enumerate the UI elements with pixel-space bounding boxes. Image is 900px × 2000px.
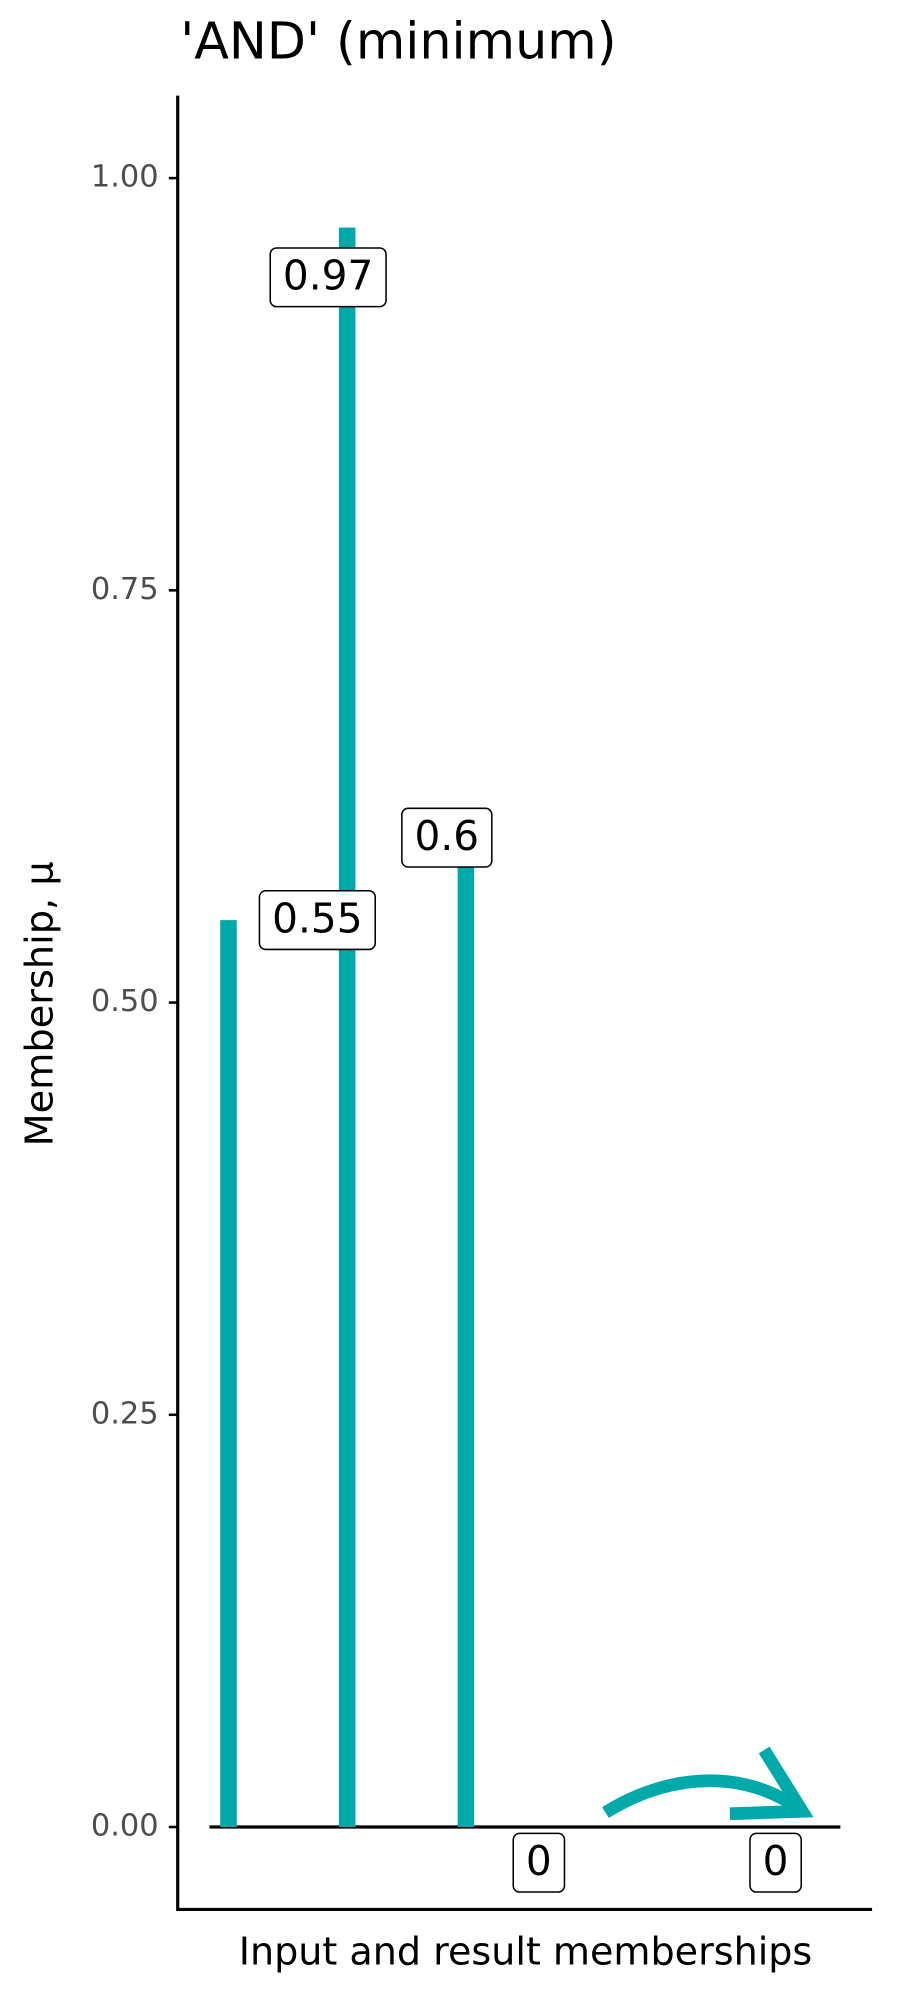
value-label-text: 0.6 [415, 812, 480, 860]
value-label-text: 0.97 [283, 252, 373, 300]
x-axis-label: Input and result memberships [239, 1931, 813, 1975]
value-label-box [512, 1832, 566, 1893]
y-axis-label: Membership, μ [18, 861, 62, 1146]
arrow-head [729, 1746, 814, 1821]
bar [220, 920, 237, 1827]
y-tick-label: 0.25 [91, 1396, 159, 1431]
value-label: 0.55 [258, 890, 377, 951]
y-tick-label: 1.00 [91, 160, 159, 195]
value-label-box [269, 247, 387, 308]
y-tick-label: 0.75 [91, 572, 159, 607]
value-label: 0 [512, 1832, 566, 1893]
y-tick-label: 0.00 [91, 1808, 159, 1843]
y-tick-label: 0.50 [91, 984, 159, 1019]
value-label-text: 0 [526, 1837, 552, 1885]
value-label-box [749, 1832, 802, 1893]
arrow-curve [602, 1774, 807, 1818]
bar [338, 227, 356, 1827]
arrow [602, 1746, 814, 1821]
chart-title: 'AND' (minimum) [180, 13, 616, 72]
value-label: 0.97 [269, 247, 387, 308]
value-label-text: 0 [763, 1837, 789, 1885]
value-label: 0.6 [401, 807, 493, 868]
bar [457, 837, 475, 1827]
value-label-box [258, 890, 377, 951]
value-label: 0 [749, 1832, 802, 1893]
value-label-text: 0.55 [272, 894, 362, 942]
value-label-box [401, 807, 493, 868]
